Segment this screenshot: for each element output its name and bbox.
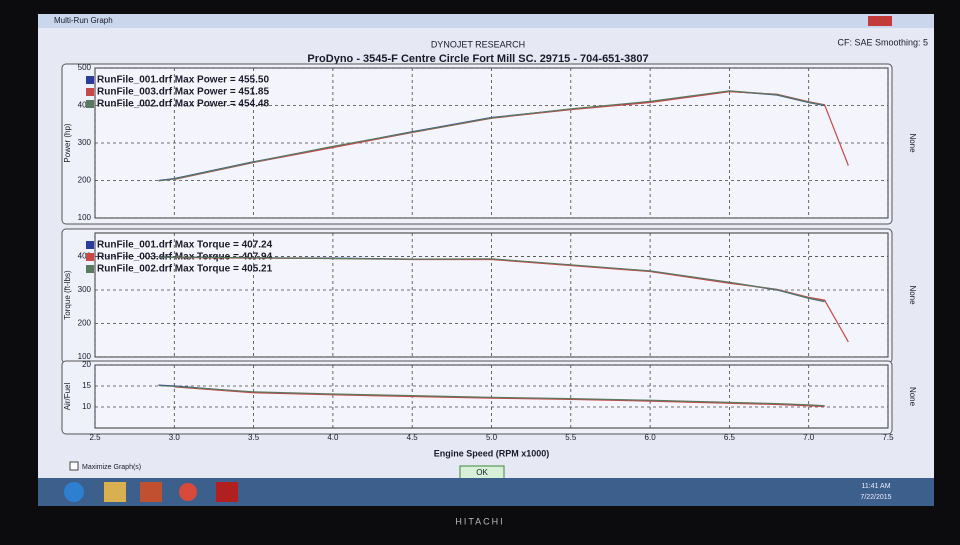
clock-time: 11:41 AM [861,483,890,490]
legend-swatch [86,76,94,84]
x-axis-title: Engine Speed (RPM x1000) [434,448,550,458]
window-title: Multi-Run Graph [54,16,113,25]
y-tick-label: 300 [78,285,92,294]
y-axis-title: Air/Fuel [63,382,72,410]
clock-date: 7/22/2015 [860,494,891,501]
legend-swatch [86,241,94,249]
app-icon[interactable] [216,482,238,502]
checkbox[interactable] [69,461,79,471]
x-tick-label: 5.5 [565,433,577,442]
y-axis-title: Power (hp) [63,123,72,162]
x-tick-label: 4.5 [407,433,419,442]
y-tick-label: 10 [82,402,91,411]
monitor-brand: HITACHI [455,516,504,526]
x-tick-label: 6.5 [724,433,736,442]
legend-label: RunFile_002.drf Max Torque = 405.21 [97,264,273,275]
y-tick-label: 100 [78,213,92,222]
x-tick-label: 7.0 [803,433,815,442]
y-tick-label: 500 [78,63,92,72]
series-line [158,256,825,302]
right-label: None [908,133,917,153]
y-tick-label: 20 [82,360,91,369]
app-icon[interactable] [179,483,197,501]
right-label: None [908,387,917,407]
x-tick-label: 5.0 [486,433,498,442]
x-tick-label: 4.0 [327,433,339,442]
series-line [174,386,825,408]
legend-swatch [86,253,94,261]
app-icon[interactable] [104,482,126,502]
y-tick-label: 15 [82,381,91,390]
legend-label: RunFile_002.drf Max Power = 454.48 [97,99,269,110]
y-tick-label: 400 [78,101,92,110]
taskbar [38,478,934,506]
x-tick-label: 2.5 [89,433,101,442]
right-label: None [908,285,917,305]
close-button[interactable] [868,16,892,26]
settings: CF: SAE Smoothing: 5 [837,37,928,47]
y-axis-title: Torque (ft-lbs) [63,270,72,320]
legend-swatch [86,88,94,96]
legend-swatch [86,265,94,273]
legend-label: RunFile_001.drf Max Torque = 407.24 [97,240,273,251]
x-tick-label: 6.0 [645,433,657,442]
ok-label: OK [476,468,488,477]
company: DYNOJET RESEARCH [431,39,525,49]
legend-label: RunFile_001.drf Max Power = 455.50 [97,75,269,86]
checkbox-label: Maximize Graph(s) [82,464,141,471]
x-tick-label: 3.5 [248,433,260,442]
legend-label: RunFile_003.drf Max Power = 451.85 [97,87,269,98]
y-tick-label: 100 [78,352,92,361]
start-button[interactable] [64,482,84,502]
x-tick-label: 3.0 [169,433,181,442]
app-icon[interactable] [140,482,162,502]
series-line [158,384,825,407]
y-tick-label: 400 [78,252,92,261]
legend-swatch [86,100,94,108]
title-bar [38,14,934,28]
subtitle: ProDyno - 3545-F Centre Circle Fort Mill… [307,53,648,65]
y-tick-label: 200 [78,176,92,185]
y-tick-label: 300 [78,138,92,147]
series-line [158,90,825,182]
y-tick-label: 200 [78,319,92,328]
x-tick-label: 7.5 [882,433,894,442]
